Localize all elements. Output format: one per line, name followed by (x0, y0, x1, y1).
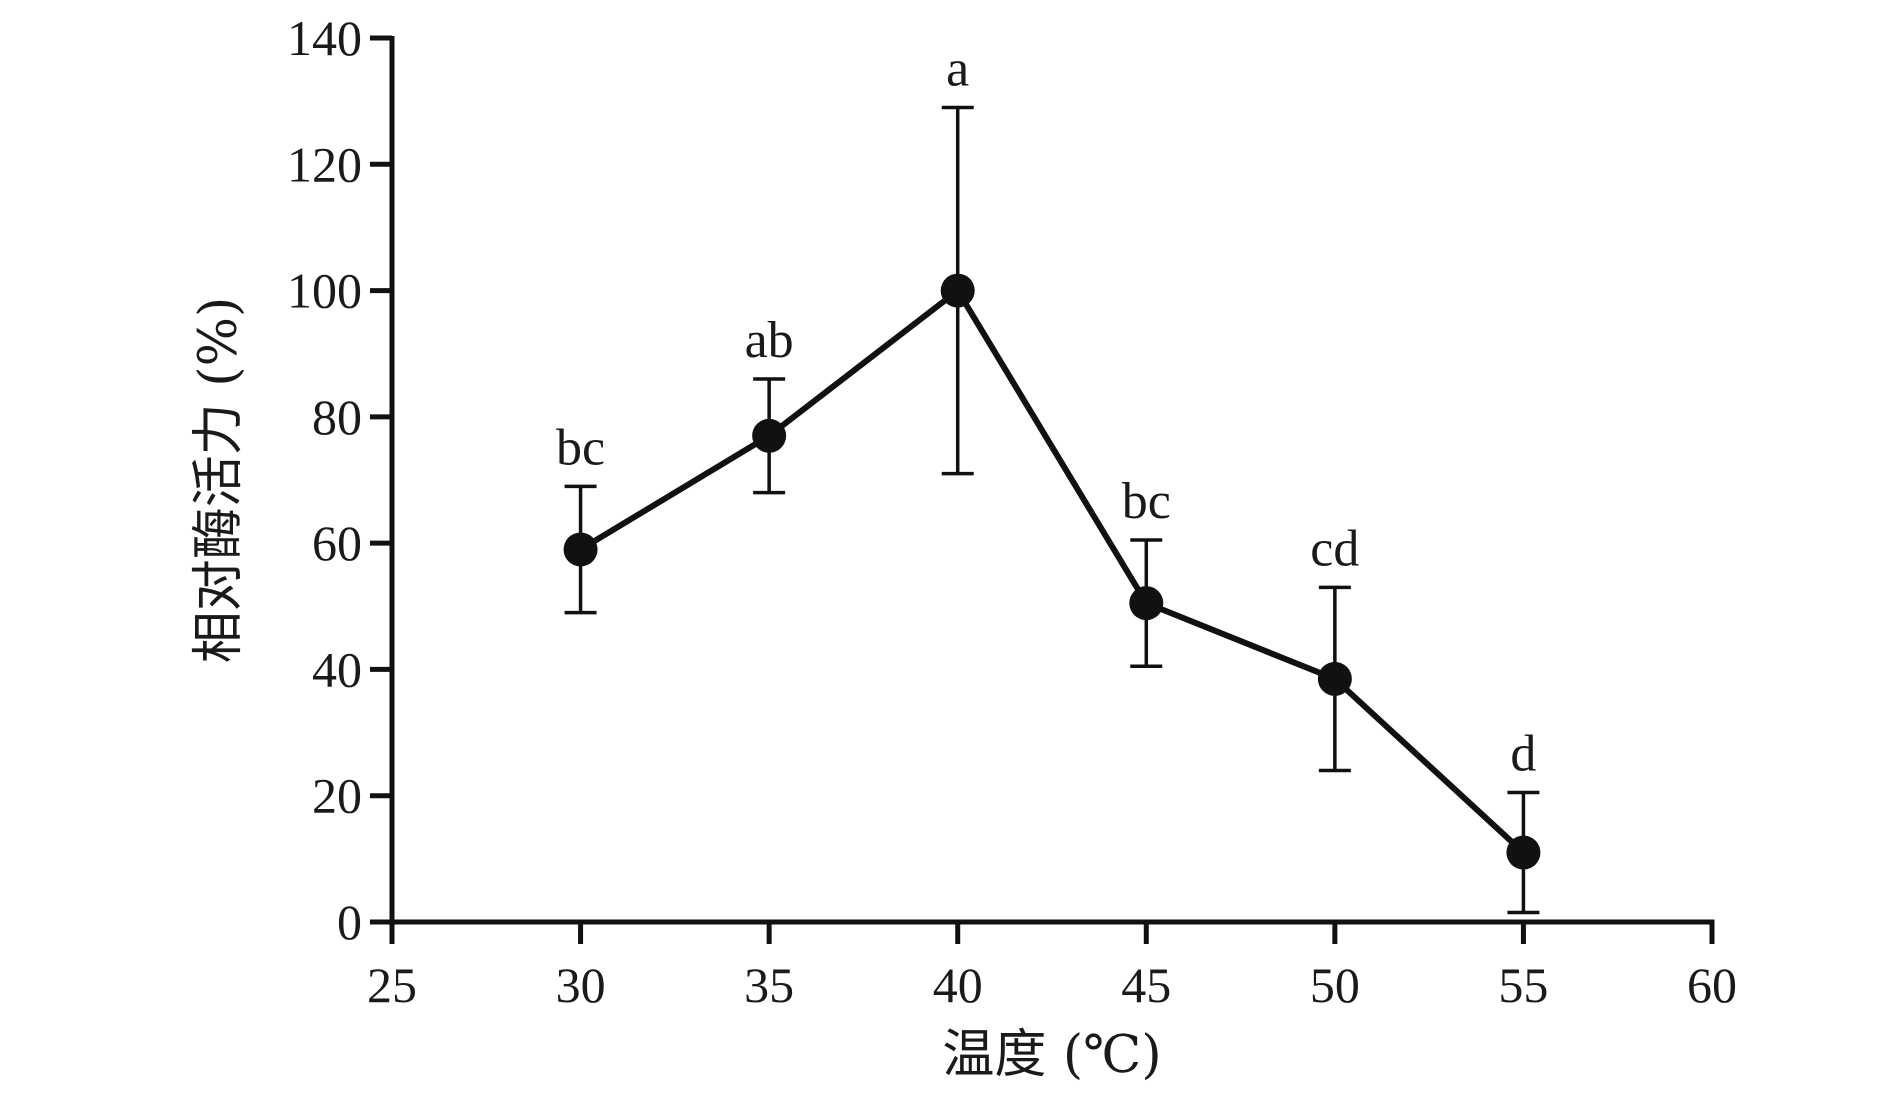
y-tick-label: 120 (287, 136, 362, 192)
significance-labels: bc ab a bc cd d (556, 40, 1536, 782)
x-ticks: 25 30 35 40 45 50 55 60 (367, 922, 1737, 1013)
x-tick-label: 50 (1310, 957, 1360, 1013)
significance-label: d (1510, 726, 1536, 783)
error-bars (564, 105, 1540, 915)
y-tick-label: 0 (337, 894, 362, 950)
data-point (1317, 661, 1352, 696)
significance-label: bc (556, 419, 605, 476)
data-point (940, 273, 975, 308)
x-axis-title: 温度 (℃) (942, 1025, 1161, 1085)
y-tick-label: 40 (312, 641, 362, 697)
x-tick-label: 35 (744, 957, 794, 1013)
x-tick-label: 30 (556, 957, 606, 1013)
x-tick-label: 45 (1121, 957, 1171, 1013)
data-point (1129, 586, 1164, 621)
x-tick-label: 25 (367, 957, 417, 1013)
significance-label: a (946, 40, 969, 97)
y-tick-label: 140 (287, 10, 362, 66)
data-point (1506, 835, 1541, 870)
series (579, 287, 1526, 855)
significance-label: ab (745, 312, 794, 369)
data-point (563, 532, 598, 567)
y-tick-label: 60 (312, 515, 362, 571)
data-point (752, 418, 787, 453)
x-tick-label: 40 (933, 957, 983, 1013)
significance-label: cd (1310, 520, 1359, 577)
significance-label: bc (1122, 473, 1171, 530)
axes: 0 20 40 60 80 100 120 140 25 30 35 40 45 50 55 60 (287, 10, 1737, 1013)
y-tick-label: 20 (312, 768, 362, 824)
y-axis-title: 相对酶活力 (%) (189, 297, 249, 664)
x-tick-label: 55 (1498, 957, 1548, 1013)
y-tick-label: 100 (287, 263, 362, 319)
y-tick-label: 80 (312, 389, 362, 445)
markers (563, 273, 1541, 870)
y-ticks: 0 20 40 60 80 100 120 140 (287, 10, 392, 950)
series-line (579, 287, 1526, 855)
x-tick-label: 60 (1687, 957, 1737, 1013)
